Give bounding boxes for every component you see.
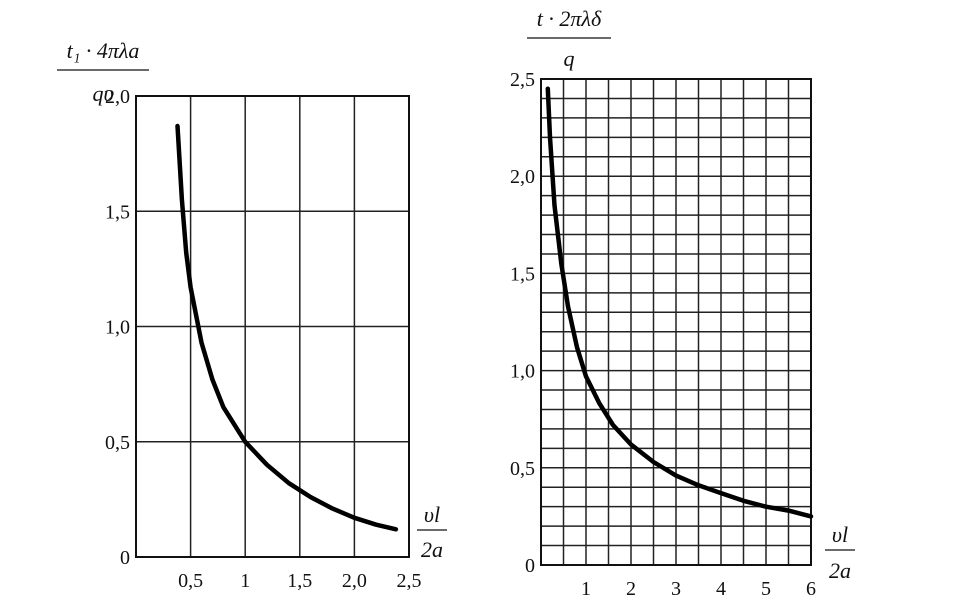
x-axis-label-denominator: 2a: [421, 537, 443, 562]
y-tick-label: 1,5: [510, 263, 535, 285]
plot-frame: [135, 95, 410, 558]
chart-left: 0,5 1 1,5 2,0 2,5 0 0,5 1,0 1,5 2,0 t₁ · 4πλa qυ υl 2…: [57, 38, 447, 592]
y-tick-label: 0,5: [510, 458, 535, 480]
x-tick-label: 1,5: [287, 570, 312, 592]
y-axis-label-numerator: t₁ · 4πλa: [67, 38, 140, 63]
plot-frame: [540, 78, 812, 566]
y-tick-label: 1,5: [105, 201, 130, 223]
series-curve: [545, 86, 814, 519]
y-tick-label: 2,0: [510, 166, 535, 188]
x-axis-label-numerator: υl: [424, 502, 440, 527]
x-tick-label: 5: [761, 578, 771, 600]
x-axis-label-numerator: υl: [832, 522, 848, 547]
x-tick-label: 2,5: [397, 570, 422, 592]
grid-lines: [136, 96, 409, 557]
x-tick-label: 1: [581, 578, 591, 600]
x-tick-label: 2: [626, 578, 636, 600]
x-tick-label: 6: [806, 578, 816, 600]
x-tick-label: 2,0: [342, 570, 367, 592]
x-tick-label: 0,5: [178, 570, 203, 592]
y-axis-label-numerator: t · 2πλδ: [537, 6, 602, 31]
y-tick-label: 1,0: [510, 361, 535, 383]
x-tick-label: 1: [240, 570, 250, 592]
x-tick-label: 4: [716, 578, 726, 600]
grid-lines: [541, 79, 811, 565]
x-tick-label: 3: [671, 578, 681, 600]
y-tick-label: 1,0: [105, 317, 130, 339]
y-tick-label: 0: [120, 547, 130, 569]
y-axis-label-denominator: q: [564, 46, 575, 71]
y-tick-label: 2,5: [510, 69, 535, 91]
chart-right: 1 2 3 4 5 6 0 0,5 1,0 1,5 2,0 2,5 t · 2πλδ q υl 2a: [510, 6, 855, 600]
y-tick-label: 2,0: [105, 86, 130, 108]
x-axis-label-denominator: 2a: [829, 558, 851, 583]
y-axis-label-denominator: qυ: [92, 81, 113, 106]
series-curve: [175, 123, 399, 532]
y-tick-label: 0: [525, 555, 535, 577]
y-tick-label: 0,5: [105, 432, 130, 454]
